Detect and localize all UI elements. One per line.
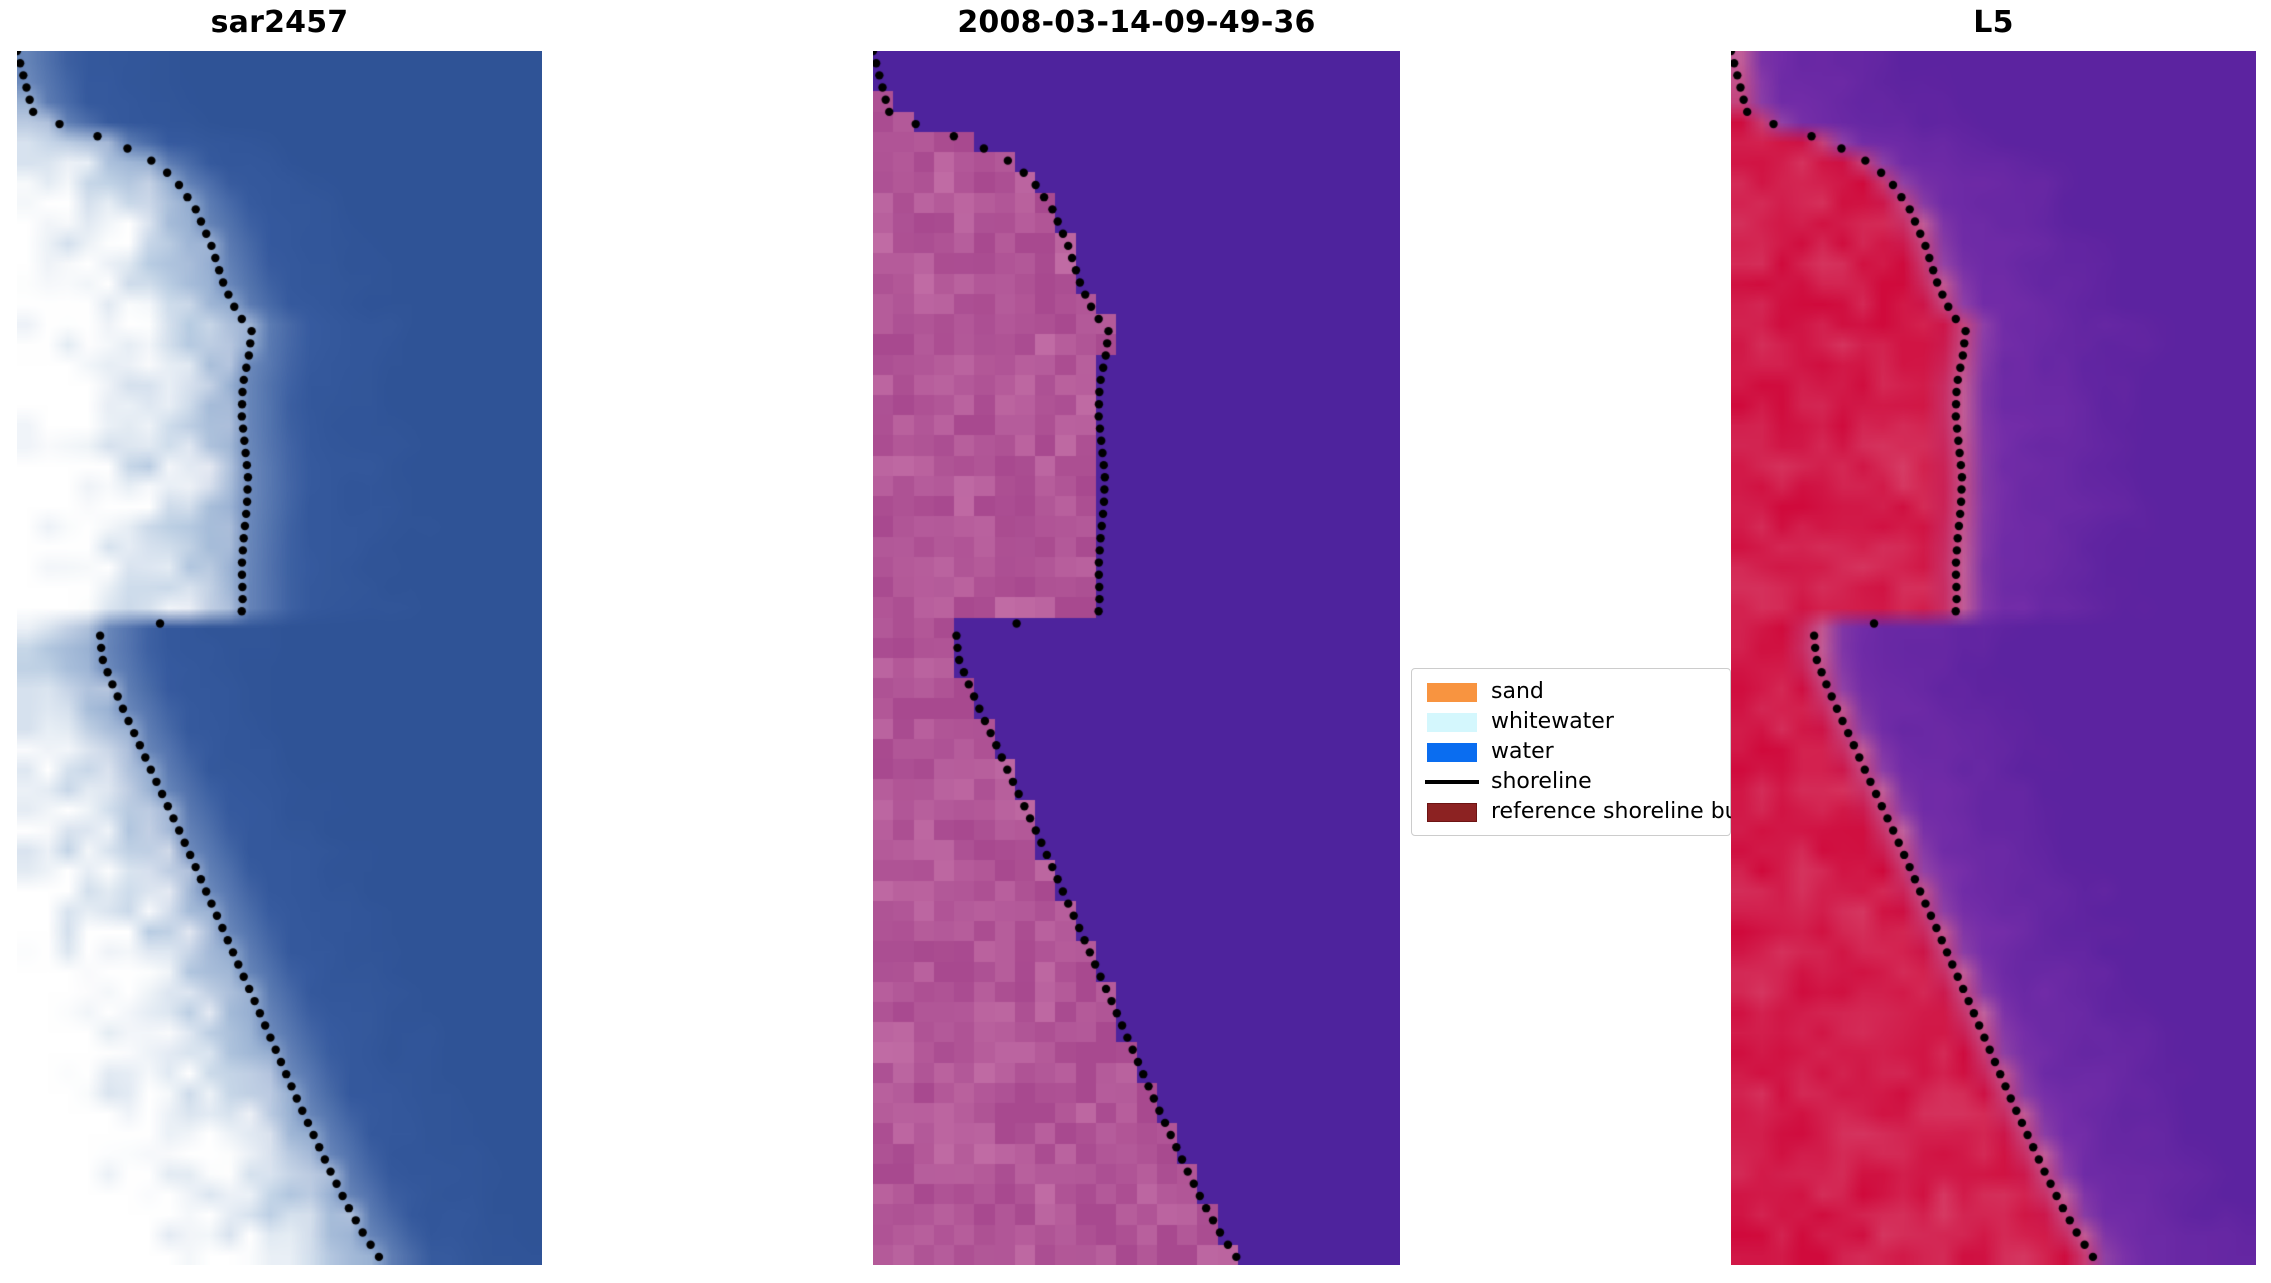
legend-swatch-reference-shoreline-buffer xyxy=(1427,802,1477,822)
legend-swatch-sand xyxy=(1427,682,1477,702)
l5-raster xyxy=(1731,51,2256,1265)
legend-label-sand: sand xyxy=(1491,679,1544,704)
legend-item: shoreline xyxy=(1421,767,1720,797)
legend-label-whitewater: whitewater xyxy=(1491,709,1614,734)
panel-title-sar: sar2457 xyxy=(210,5,349,40)
sar-raster xyxy=(17,51,542,1265)
legend-swatch-shoreline xyxy=(1425,780,1479,784)
legend-swatch-water-wrap xyxy=(1421,737,1483,767)
legend-item: sand xyxy=(1421,677,1720,707)
legend-item: reference shoreline buffer xyxy=(1421,797,1776,827)
panel-title-l5: L5 xyxy=(1973,5,2014,40)
classified-image-panel xyxy=(873,51,1400,1265)
legend-label-reference-shoreline-buffer: reference shoreline buffer xyxy=(1491,799,1777,824)
legend-item: whitewater xyxy=(1421,707,1720,737)
legend-label-water: water xyxy=(1491,739,1554,764)
l5-image-panel xyxy=(1731,51,2256,1265)
legend-swatch-whitewater xyxy=(1427,712,1477,732)
legend-box: sand whitewater water shoreline referenc… xyxy=(1411,668,1776,836)
legend-swatch-buffer-wrap xyxy=(1421,797,1483,827)
legend-label-shoreline: shoreline xyxy=(1491,769,1592,794)
legend-swatch-whitewater-wrap xyxy=(1421,707,1483,737)
legend-swatch-shoreline-wrap xyxy=(1421,767,1483,797)
legend-swatch-water xyxy=(1427,742,1477,762)
legend-item: water xyxy=(1421,737,1720,767)
classification-raster xyxy=(873,51,1400,1265)
legend-swatch-sand-wrap xyxy=(1421,677,1483,707)
sar-image-panel xyxy=(17,51,542,1265)
panel-title-date: 2008-03-14-09-49-36 xyxy=(957,5,1316,40)
